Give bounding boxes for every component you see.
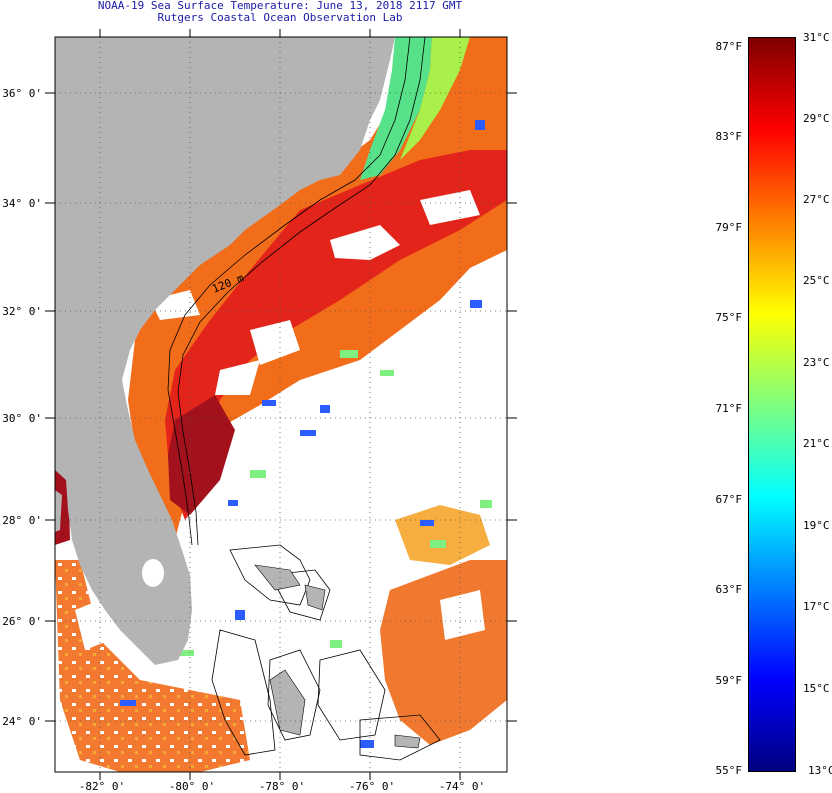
fahrenheit-label: 67°F	[715, 493, 743, 506]
fahrenheit-label: 55°F	[715, 764, 743, 777]
lat-label: 30° 0'	[2, 412, 42, 425]
celsius-label: 29°C	[803, 112, 830, 125]
cool-fringe-specks	[120, 120, 485, 748]
graticule	[55, 37, 507, 772]
fahrenheit-label: 63°F	[715, 583, 743, 596]
lon-label: -78° 0'	[259, 780, 305, 793]
fahrenheit-label: 79°F	[715, 221, 743, 234]
lat-label: 34° 0'	[2, 197, 42, 210]
cool-shelf-water	[360, 37, 432, 180]
warm-core	[168, 395, 235, 515]
lat-label: 28° 0'	[2, 514, 42, 527]
longitude-labels: -82° 0' -80° 0' -78° 0' -76° 0' -74° 0'	[79, 780, 485, 793]
lake-okeechobee	[142, 559, 164, 587]
latitude-axis	[45, 92, 517, 722]
fahrenheit-label: 87°F	[715, 40, 743, 53]
southern-cool-patch	[395, 505, 490, 565]
celsius-label: 21°C	[803, 437, 830, 450]
celsius-label: 23°C	[803, 356, 830, 369]
lat-label: 32° 0'	[2, 305, 42, 318]
temperature-colorbar	[748, 37, 796, 772]
bahamas-islands	[254, 564, 421, 749]
fahrenheit-label: 83°F	[715, 130, 743, 143]
celsius-label: 17°C	[803, 600, 830, 613]
celsius-label: 13°C	[808, 764, 832, 777]
map-frame	[54, 36, 508, 773]
map-subtitle: Rutgers Coastal Ocean Observation Lab	[157, 11, 403, 24]
lon-label: -82° 0'	[79, 780, 125, 793]
lat-label: 24° 0'	[2, 715, 42, 728]
isobath-contours	[167, 37, 426, 546]
map-title: NOAA-19 Sea Surface Temperature: June 13…	[97, 0, 463, 12]
lon-label: -76° 0'	[349, 780, 395, 793]
fahrenheit-label: 71°F	[715, 402, 743, 415]
lon-label: -74° 0'	[439, 780, 485, 793]
gulf-stream-band	[165, 150, 507, 520]
celsius-label: 19°C	[803, 519, 830, 532]
celsius-label: 25°C	[803, 274, 830, 287]
longitude-axis	[99, 29, 461, 780]
cool-shelf-water-edge	[400, 37, 470, 160]
lat-label: 26° 0'	[2, 615, 42, 628]
celsius-label: 31°C	[803, 31, 830, 44]
mainland	[55, 37, 395, 665]
lat-label: 36° 0'	[2, 87, 42, 100]
fahrenheit-label: 75°F	[715, 311, 743, 324]
green-fringe-specks	[180, 350, 492, 656]
celsius-label: 15°C	[803, 682, 830, 695]
gulf-coast-land	[55, 490, 62, 532]
latitude-labels: 36° 0' 34° 0' 32° 0' 30° 0' 28° 0' 26° 0…	[2, 87, 42, 728]
keys-sst-patch	[55, 560, 250, 772]
bahamas-banks	[211, 544, 441, 761]
celsius-label: 27°C	[803, 193, 830, 206]
lon-label: -80° 0'	[169, 780, 215, 793]
fahrenheit-label: 59°F	[715, 674, 743, 687]
